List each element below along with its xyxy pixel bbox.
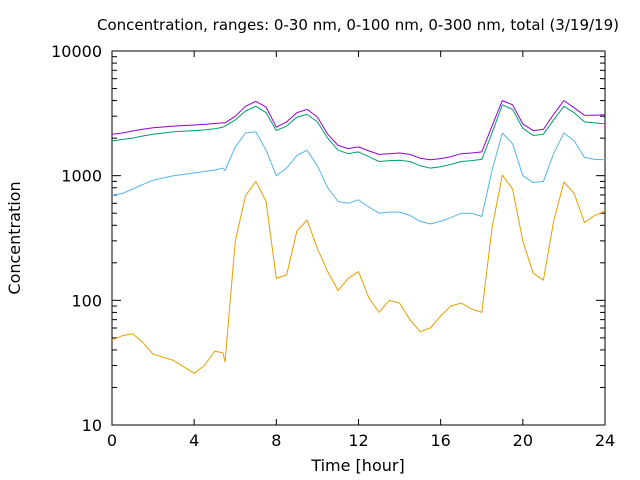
plot-area-frame	[111, 50, 606, 426]
series-line-4	[111, 100, 606, 161]
y-tick-label: 100	[71, 291, 102, 310]
y-tick-label: 10	[82, 416, 102, 435]
x-axis-ticks: 0 4 8 12 16 20 24	[107, 51, 615, 450]
x-axis-label: Time [hour]	[310, 456, 404, 475]
x-tick-label: 24	[595, 431, 615, 450]
chart-title: Concentration, ranges: 0-30 nm, 0-100 nm…	[97, 16, 619, 34]
series-line-1	[111, 174, 606, 374]
series-lines	[111, 100, 606, 374]
series-line-3	[111, 104, 606, 169]
x-tick-label: 4	[189, 431, 199, 450]
y-axis-ticks: 10 100 1000 10000	[51, 42, 605, 435]
x-tick-label: 16	[430, 431, 450, 450]
x-tick-label: 20	[513, 431, 533, 450]
y-axis-label: Concentration	[5, 181, 24, 294]
x-tick-label: 12	[348, 431, 368, 450]
series-line-2	[111, 131, 606, 225]
x-tick-label: 8	[271, 431, 281, 450]
x-tick-label: 0	[107, 431, 117, 450]
y-tick-label: 10000	[51, 42, 102, 61]
y-tick-label: 1000	[61, 167, 102, 186]
